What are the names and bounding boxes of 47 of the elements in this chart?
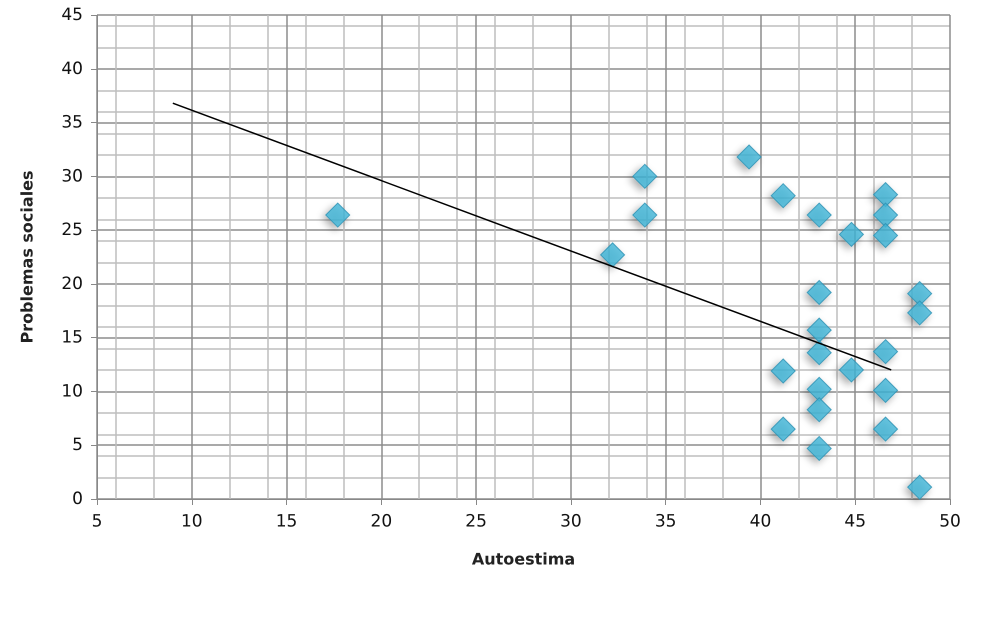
y-tick-label: 35 bbox=[61, 112, 83, 133]
y-tick-label: 45 bbox=[61, 5, 83, 25]
x-tick-label: 45 bbox=[844, 512, 866, 532]
point bbox=[907, 474, 932, 500]
x-tick-label: 5 bbox=[92, 512, 102, 532]
point bbox=[806, 202, 832, 228]
point bbox=[770, 358, 796, 384]
x-tick-label: 40 bbox=[750, 512, 772, 532]
point bbox=[806, 436, 832, 461]
x-tick-label: 25 bbox=[465, 512, 487, 532]
y-tick-label: 40 bbox=[61, 58, 83, 79]
point bbox=[873, 202, 898, 228]
point bbox=[600, 242, 626, 268]
point bbox=[873, 378, 898, 403]
point bbox=[873, 416, 898, 442]
y-tick-label: 25 bbox=[61, 220, 83, 240]
x-axis-title: Autoestima bbox=[472, 550, 576, 568]
point bbox=[806, 340, 832, 366]
point bbox=[632, 202, 658, 228]
point bbox=[806, 397, 832, 422]
point bbox=[632, 164, 658, 189]
point bbox=[806, 280, 832, 305]
y-tick-label: 0 bbox=[72, 489, 83, 509]
point bbox=[770, 183, 796, 208]
point bbox=[838, 222, 864, 247]
y-axis-title: Problemas sociales bbox=[18, 170, 36, 344]
point bbox=[806, 376, 832, 402]
point bbox=[736, 144, 762, 170]
point bbox=[325, 202, 350, 228]
point bbox=[770, 416, 796, 442]
y-tick-label: 30 bbox=[61, 166, 83, 186]
y-tick-label: 15 bbox=[61, 328, 83, 348]
x-tick-label: 35 bbox=[654, 512, 676, 532]
point bbox=[873, 339, 898, 364]
x-tick-label: 20 bbox=[370, 512, 392, 532]
point bbox=[907, 300, 932, 326]
y-tick-label: 5 bbox=[72, 435, 83, 456]
y-tick-label: 10 bbox=[61, 381, 83, 402]
point bbox=[873, 182, 898, 208]
x-tick-label: 15 bbox=[276, 512, 298, 532]
x-tick-label: 10 bbox=[180, 512, 203, 532]
point bbox=[873, 222, 898, 248]
point bbox=[838, 357, 864, 382]
y-tick-label: 20 bbox=[61, 274, 83, 294]
x-tick-label: 50 bbox=[939, 512, 961, 532]
point bbox=[806, 318, 832, 343]
x-tick-label: 30 bbox=[560, 512, 582, 532]
